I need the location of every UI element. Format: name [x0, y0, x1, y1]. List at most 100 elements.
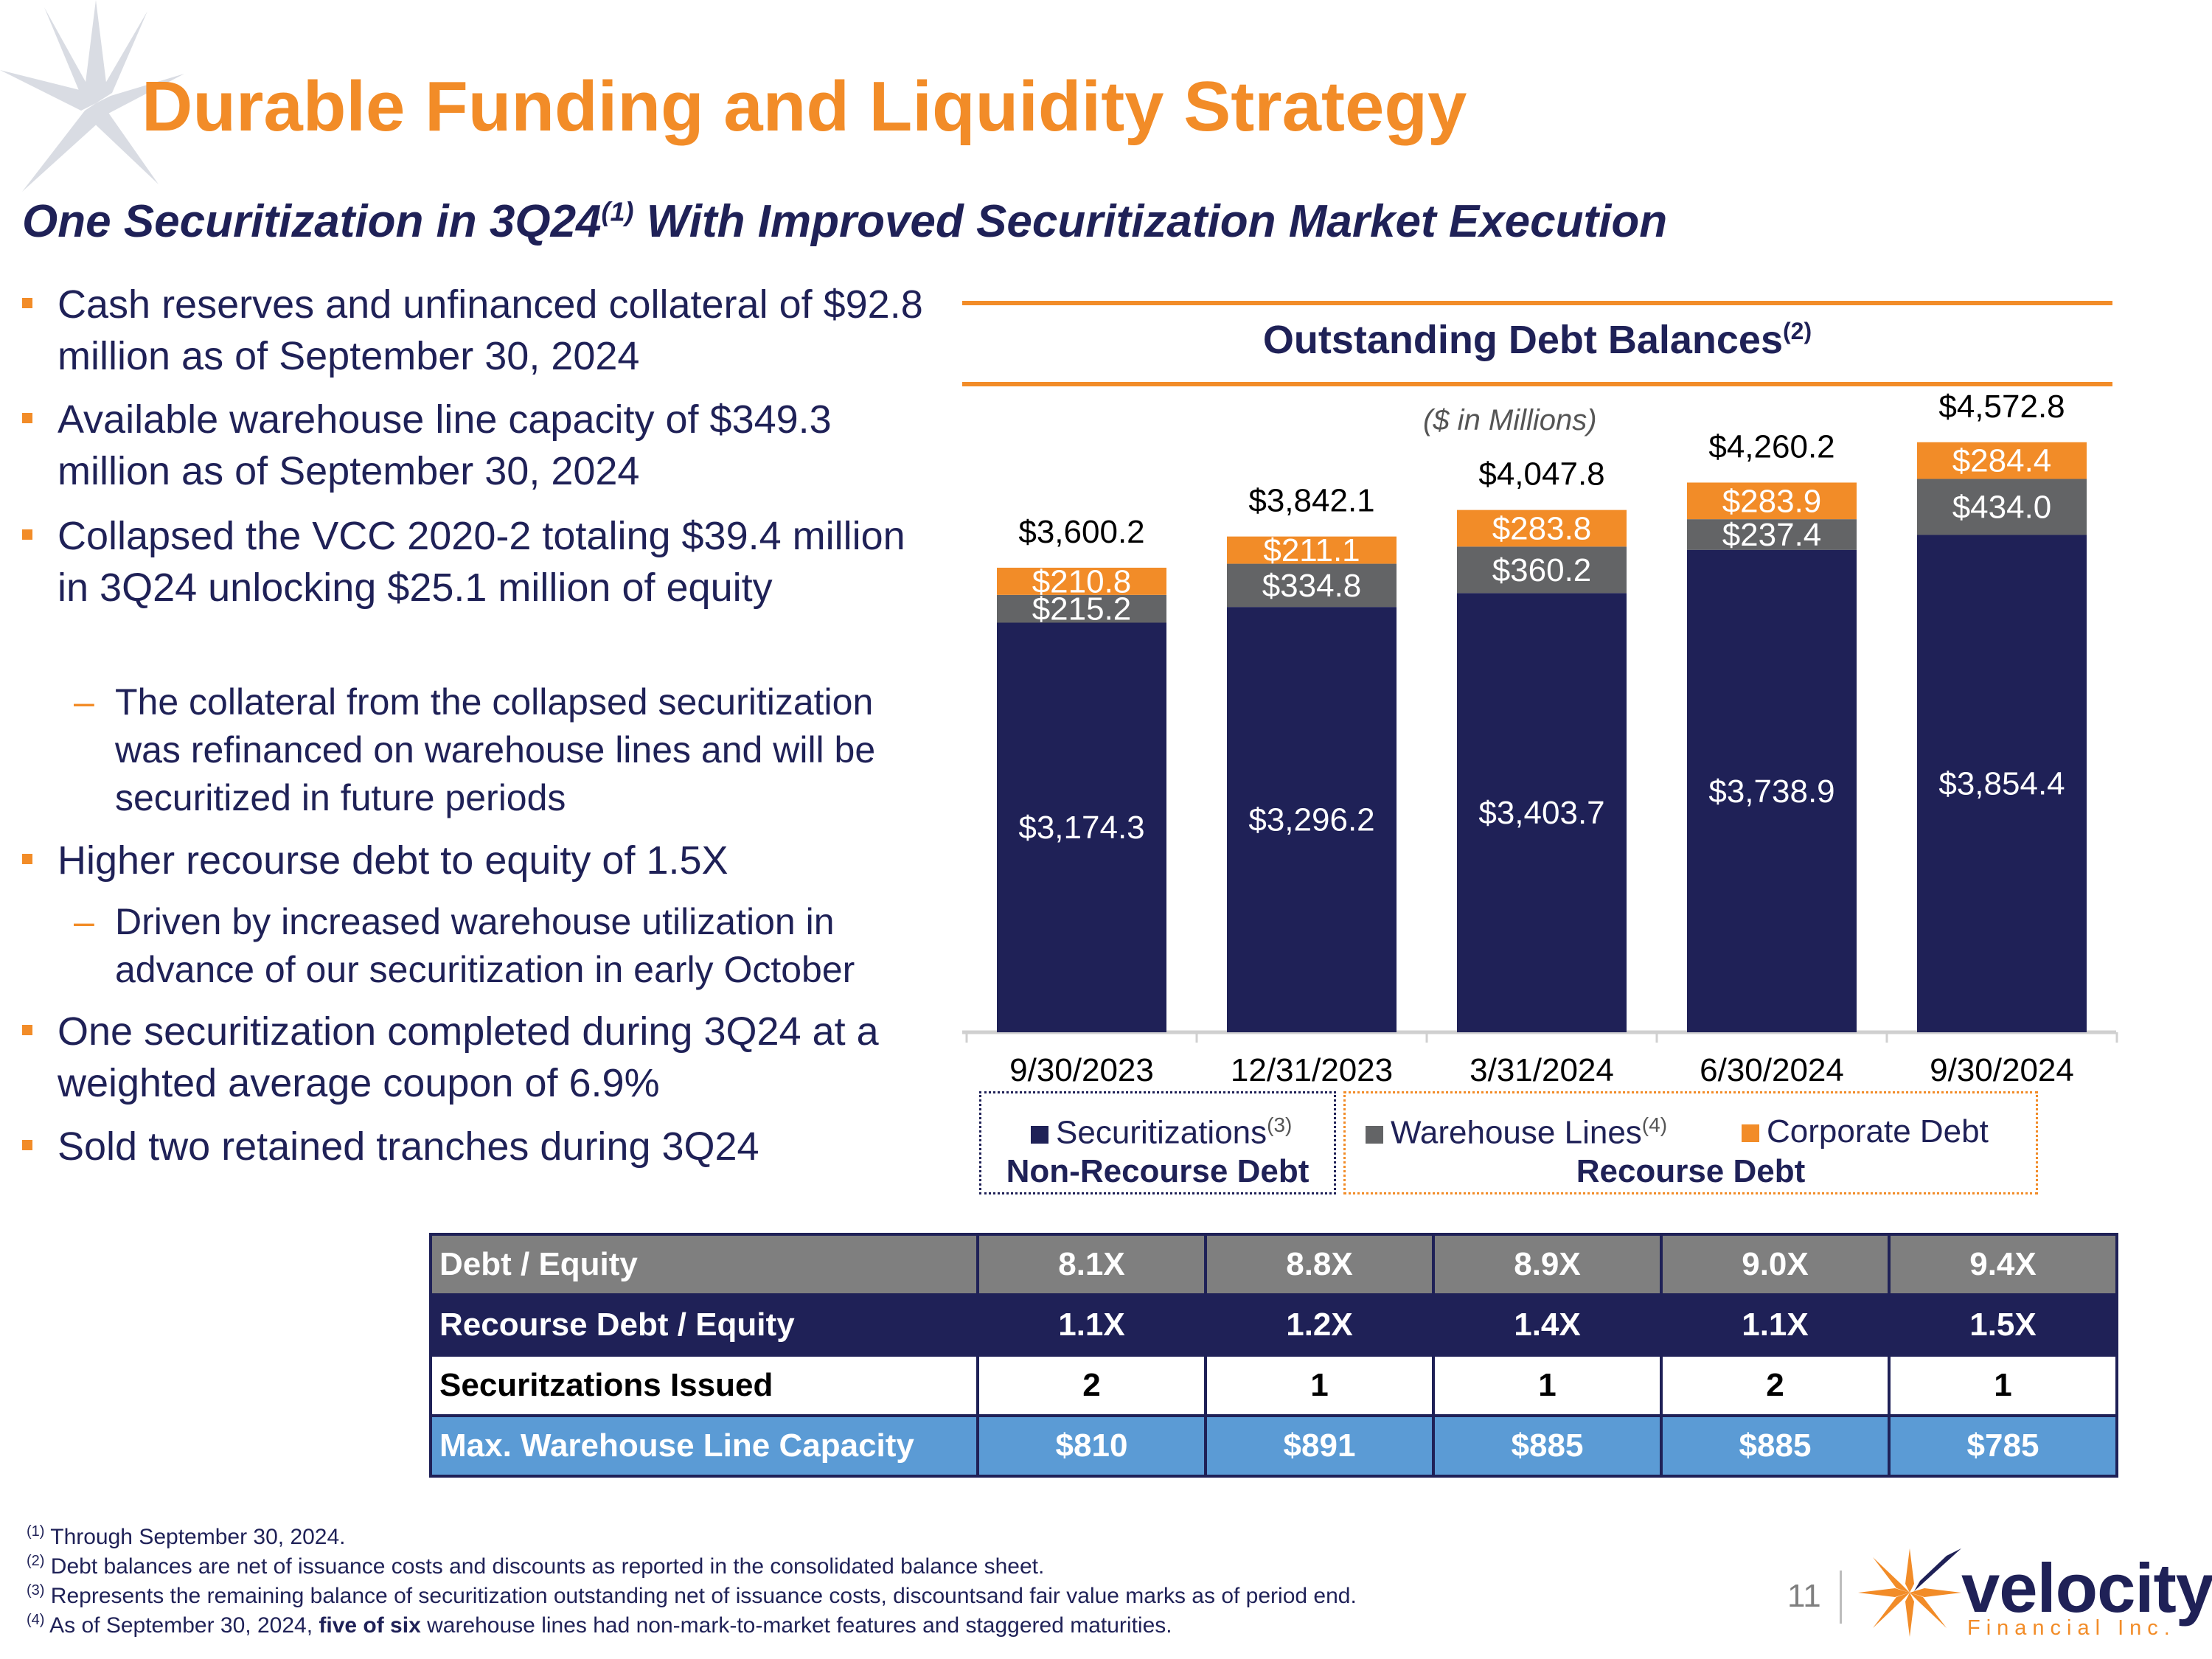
table-cell: $891 — [1204, 1414, 1435, 1478]
bullet-square-icon — [22, 298, 32, 308]
table-cell: 8.1X — [976, 1233, 1207, 1296]
table-cell: 2 — [1660, 1354, 1891, 1417]
footer-divider — [1840, 1571, 1842, 1624]
data-label-warehouse-lines: $215.2 — [1032, 591, 1132, 627]
data-label-securitizations: $3,738.9 — [1708, 773, 1834, 810]
bullet-square-icon — [22, 854, 32, 864]
x-tick-label: 9/30/2023 — [1009, 1052, 1154, 1088]
bar-segment-securitizations — [1917, 535, 2087, 1032]
bar-segment-corporate-debt — [1687, 482, 1857, 520]
page-number: 11 — [1787, 1578, 1821, 1614]
table-cell: 1 — [1204, 1354, 1435, 1417]
bullet-square-icon — [22, 413, 32, 423]
dash-icon: – — [74, 901, 94, 942]
data-label-warehouse-lines: $334.8 — [1262, 568, 1362, 604]
logo-subtitle: Financial Inc. — [1967, 1616, 2176, 1640]
legend-group-box-non-recourse — [979, 1091, 1336, 1194]
row-label: Securitzations Issued — [429, 1354, 979, 1417]
bar-segment-warehouse-lines — [1687, 519, 1857, 550]
table-row-recourse-debt-equity: Recourse Debt / Equity 1.1X 1.2X 1.4X 1.… — [429, 1293, 2118, 1357]
table-cell: 1 — [1432, 1354, 1663, 1417]
debt-balance-chart: $3,174.3 $215.2$210.8 $3,600.2 9/30/2023 $3,… — [962, 389, 2118, 1088]
chart-header-rule-bottom — [962, 382, 2112, 386]
table-cell: $885 — [1660, 1414, 1891, 1478]
row-label: Recourse Debt / Equity — [429, 1293, 979, 1357]
bullet-item: Collapsed the VCC 2020-2 totaling $39.4 … — [22, 510, 936, 613]
data-label-total: $4,047.8 — [1478, 456, 1604, 493]
bar-segment-warehouse-lines — [1227, 563, 1397, 608]
sub-bullet-item: – The collateral from the collapsed secur… — [74, 678, 944, 822]
x-tick-label: 9/30/2024 — [1930, 1052, 2074, 1088]
legend-group-box-recourse — [1343, 1091, 2038, 1194]
data-label-securitizations: $3,174.3 — [1018, 810, 1144, 846]
data-label-corporate-debt: $283.9 — [1722, 483, 1822, 519]
data-label-total: $4,572.8 — [1938, 389, 2065, 425]
chart-header-rule-top — [962, 301, 2112, 305]
metrics-table: Debt / Equity 8.1X 8.8X 8.9X 9.0X 9.4X R… — [429, 1233, 2118, 1478]
page-subtitle: One Securitization in 3Q24(1) With Impro… — [22, 196, 1668, 247]
bullet-square-icon — [22, 529, 32, 540]
legend-group-label-non-recourse: Non-Recourse Debt — [1006, 1153, 1310, 1189]
bar-segment-warehouse-lines — [1917, 479, 2087, 535]
logo-star-watermark — [0, 0, 184, 192]
table-row-securitizations-issued: Securitzations Issued 2 1 1 2 1 — [429, 1354, 2118, 1417]
bar-segment-securitizations — [1227, 607, 1397, 1032]
x-tick-label: 6/30/2024 — [1700, 1052, 1844, 1088]
footnote-4: (4) As of September 30, 2024, five of si… — [27, 1612, 1172, 1638]
bullet-square-icon — [22, 1025, 32, 1035]
table-cell: 1 — [1888, 1354, 2118, 1417]
bar-segment-securitizations — [997, 622, 1166, 1032]
footnote-3: (3) Represents the remaining balance of … — [27, 1582, 1357, 1608]
data-label-warehouse-lines: $237.4 — [1722, 517, 1822, 553]
data-label-securitizations: $3,403.7 — [1478, 795, 1604, 831]
legend-item-corporate-debt: Corporate Debt — [1742, 1113, 1989, 1150]
footnote-2: (2) Debt balances are net of issuance co… — [27, 1553, 1045, 1579]
table-cell: 1.2X — [1204, 1293, 1435, 1357]
table-cell: 8.9X — [1432, 1233, 1663, 1296]
table-row-max-warehouse-capacity: Max. Warehouse Line Capacity $810 $891 $… — [429, 1414, 2118, 1478]
data-label-total: $4,260.2 — [1708, 428, 1834, 465]
table-cell: $785 — [1888, 1414, 2118, 1478]
bar-segment-corporate-debt — [1917, 442, 2087, 479]
data-label-corporate-debt: $284.4 — [1952, 443, 2052, 479]
data-label-total: $3,842.1 — [1248, 483, 1374, 519]
table-cell: 1.1X — [976, 1293, 1207, 1357]
bullet-item: Higher recourse debt to equity of 1.5X — [22, 835, 936, 886]
bullet-item: Cash reserves and unfinanced collateral … — [22, 279, 936, 382]
data-label-warehouse-lines: $360.2 — [1492, 552, 1592, 588]
bullet-item: One securitization completed during 3Q24… — [22, 1006, 936, 1109]
row-label: Debt / Equity — [429, 1233, 979, 1296]
table-cell: 1.4X — [1432, 1293, 1663, 1357]
footnote-1: (1) Through September 30, 2024. — [27, 1523, 346, 1549]
table-cell: 8.8X — [1204, 1233, 1435, 1296]
x-tick-label: 12/31/2023 — [1231, 1052, 1393, 1088]
bar-segment-warehouse-lines — [997, 594, 1166, 623]
bullet-item: Available warehouse line capacity of $34… — [22, 394, 936, 497]
data-label-corporate-debt: $283.8 — [1492, 510, 1592, 546]
bar-segment-securitizations — [1457, 593, 1627, 1032]
table-cell: $810 — [976, 1414, 1207, 1478]
data-label-corporate-debt: $210.8 — [1032, 563, 1132, 599]
table-cell: 1.1X — [1660, 1293, 1891, 1357]
bar-segment-securitizations — [1687, 549, 1857, 1032]
bar-segment-corporate-debt — [1457, 509, 1627, 547]
sub-bullet-item: – Driven by increased warehouse utilizati… — [74, 898, 944, 994]
data-label-securitizations: $3,296.2 — [1248, 802, 1374, 838]
velocity-logo-icon — [1858, 1548, 1961, 1637]
table-cell: 2 — [976, 1354, 1207, 1417]
legend-swatch-icon — [1742, 1124, 1759, 1143]
dash-icon: – — [74, 681, 94, 723]
bar-segment-corporate-debt — [997, 567, 1166, 595]
logo-wordmark: velocity — [1961, 1549, 2212, 1627]
legend-item-warehouse-lines: Warehouse Lines(4) — [1366, 1113, 1667, 1152]
data-label-warehouse-lines: $434.0 — [1952, 490, 2052, 526]
bar-segment-corporate-debt — [1227, 536, 1397, 564]
table-cell: 9.4X — [1888, 1233, 2118, 1296]
table-cell: 1.5X — [1888, 1293, 2118, 1357]
x-tick-label: 3/31/2024 — [1470, 1052, 1614, 1088]
bullet-square-icon — [22, 1140, 32, 1150]
chart-units-label: ($ in Millions) — [1423, 404, 1597, 437]
row-label: Max. Warehouse Line Capacity — [429, 1414, 979, 1478]
data-label-total: $3,600.2 — [1018, 514, 1144, 550]
data-label-corporate-debt: $211.1 — [1263, 532, 1360, 568]
